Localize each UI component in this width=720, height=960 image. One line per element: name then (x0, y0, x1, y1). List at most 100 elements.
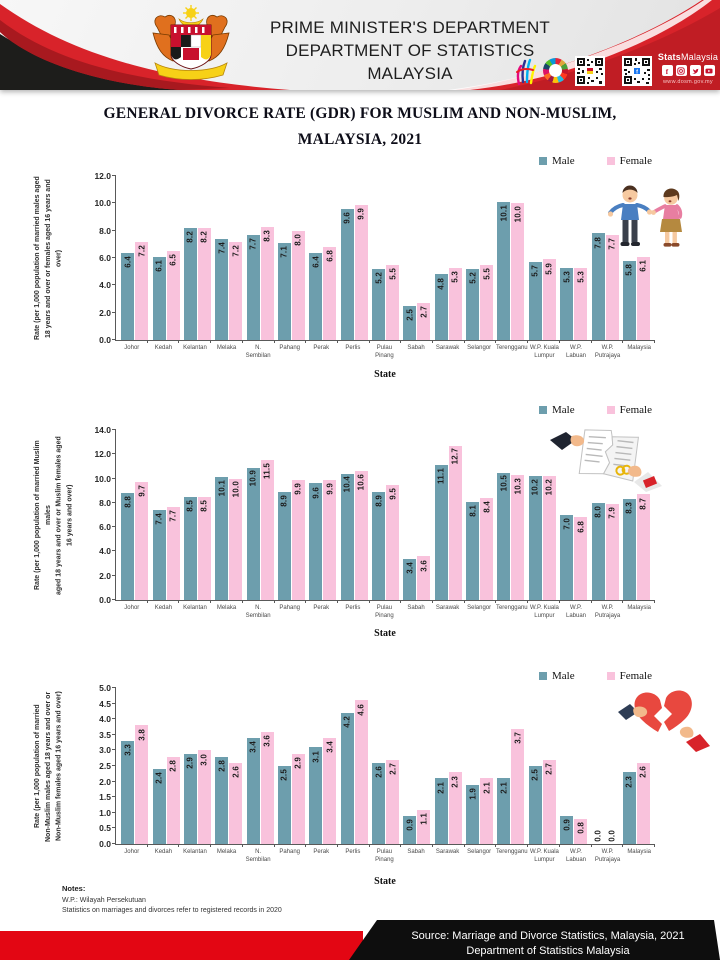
bar-value-label: 7.1 (279, 246, 289, 258)
bar-value-label: 7.2 (137, 244, 147, 257)
bar-slot: 0.0 (592, 688, 605, 844)
bar-value-label: 4.8 (436, 277, 446, 290)
x-axis-labels: Johor Kedah Kelantan Melaka N. Sembilan Pahan… (116, 849, 655, 865)
bar-slot: 8.0 (591, 430, 605, 600)
bar-value-label: 1.1 (419, 812, 429, 825)
x-axis-category-label: N. Sembilan (245, 345, 271, 359)
x-axis-category-label: Perak (313, 345, 330, 351)
bar-value-label: 2.8 (168, 759, 178, 772)
bar-male (466, 268, 480, 340)
note-line: W.P.: Wilayah Persekutuan (62, 897, 146, 904)
bar-group-w-p-labuan: 7.0 6.8 (558, 430, 589, 600)
legend-female-label: Female (619, 404, 652, 416)
plot-area: 0.0 2.0 4.0 6.0 8.0 10.0 12.0 14.0 8.8 9.7 7.4 7.7 8… (94, 425, 655, 619)
x-axis-tick-marks (116, 600, 655, 603)
x-axis-category-label: Malaysia (627, 605, 651, 611)
y-axis-tick-label: 4.5 (99, 698, 111, 709)
bar-female (417, 303, 431, 340)
notes-section: Notes: W.P.: Wilayah Persekutuan Statist… (62, 884, 282, 917)
x-axis-category-label: Pahang (279, 345, 301, 351)
y-axis-tick-mark (112, 733, 116, 735)
bar-male (277, 491, 291, 600)
y-axis-tick-mark (112, 175, 116, 176)
bar-value-label: 5.3 (562, 270, 572, 283)
y-axis-title: Rate (per 1,000 population of married No… (34, 691, 63, 842)
bar-slot: 11.5 (260, 430, 274, 600)
chart-legend: Male Female (539, 155, 652, 167)
bar-male (340, 473, 354, 600)
legend-male: Male (539, 404, 575, 416)
bar-slot: 10.6 (354, 430, 368, 600)
bar-value-label: 3.1 (311, 750, 321, 763)
legend-male-label: Male (552, 404, 575, 416)
x-axis-title: State (374, 369, 396, 380)
bar-slot: 5.2 (372, 176, 386, 340)
bar-value-label: 1.9 (468, 788, 478, 800)
bar-group-pulau-pinang: 2.6 2.7 (370, 688, 401, 844)
bar-value-label: 2.9 (293, 756, 303, 769)
bar-group-perlis: 9.6 9.9 (339, 176, 370, 340)
y-axis-tick-mark (112, 550, 116, 552)
bar-slot: 6.1 (636, 176, 650, 340)
x-axis-category-label: Perlis (345, 605, 361, 611)
bar-male (560, 815, 574, 844)
bar-slot: 9.5 (386, 430, 400, 600)
bar-male (152, 769, 166, 844)
bar-male (403, 815, 417, 844)
bar-group-perlis: 10.4 10.6 (339, 430, 370, 600)
bar-male (183, 227, 197, 340)
bar-value-label: 2.5 (279, 769, 289, 781)
bar-value-label: 3.0 (199, 753, 209, 766)
bar-female (229, 478, 243, 600)
y-axis-tick-label: 1.5 (99, 792, 111, 803)
bar-female (542, 476, 556, 600)
bar-male (403, 305, 417, 340)
bar-value-label: 3.4 (405, 561, 415, 574)
x-axis-category-label: Pulau Pinang (375, 345, 394, 359)
bar-slot: 12.7 (448, 430, 462, 600)
y-axis-tick-label: 8.0 (99, 225, 111, 236)
bar-value-label: 0.9 (562, 819, 572, 831)
bar-male (497, 778, 511, 844)
bar-female (323, 737, 337, 844)
bar-group-terengganu: 10.1 10.0 (495, 176, 526, 340)
bar-group-kedah: 6.1 6.5 (150, 176, 181, 340)
bar-slot: 8.4 (480, 430, 494, 600)
x-axis-category-label: W.P. Kuala Lumpur (529, 849, 559, 863)
bar-slot: 1.9 (466, 688, 480, 844)
y-axis-tick-mark (112, 202, 116, 204)
bar-male (121, 493, 135, 600)
bar-group-perlis: 4.2 4.6 (339, 688, 370, 844)
bar-slot: 6.4 (309, 176, 323, 340)
bar-value-label: 6.5 (168, 254, 178, 267)
bar-slot: 9.7 (135, 430, 149, 600)
bar-slot: 2.8 (166, 688, 180, 844)
bar-value-label: 10.2 (530, 478, 540, 496)
bar-value-label: 2.3 (450, 775, 460, 788)
bar-slot: 8.5 (197, 430, 211, 600)
bar-value-label: 8.9 (279, 495, 289, 507)
bar-value-label: 8.3 (262, 229, 272, 242)
bar-female (260, 226, 274, 340)
bar-slot: 2.9 (183, 688, 197, 844)
plot-area: 0.0 0.5 1.0 1.5 2.0 2.5 3.0 3.5 4.0 4.5 5.0 3.3 3.8 2… (99, 683, 655, 863)
bar-male (591, 233, 605, 340)
bar-female (291, 479, 305, 600)
bar-value-label: 7.7 (168, 509, 178, 522)
x-axis-category-label: Terengganu (495, 345, 528, 351)
bar-slot: 8.3 (622, 430, 636, 600)
bar-group-johor: 3.3 3.8 (119, 688, 150, 844)
bar-male (121, 741, 135, 844)
bar-value-label: 11.5 (262, 463, 272, 480)
bar-slot: 6.8 (574, 430, 588, 600)
header-line2: DEPARTMENT OF STATISTICS MALAYSIA (285, 40, 535, 83)
social-icons: f (657, 65, 719, 76)
y-axis-tick-label: 14.0 (94, 425, 111, 435)
bar-male (560, 515, 574, 600)
note-line: Statistics on marriages and divorces ref… (62, 907, 282, 914)
bar-group-w-p-labuan: 0.9 0.8 (558, 688, 589, 844)
bar-value-label: 2.7 (544, 763, 554, 775)
bar-male (560, 267, 574, 340)
bar-slot: 8.2 (197, 176, 211, 340)
y-axis-tick-mark (112, 780, 116, 782)
